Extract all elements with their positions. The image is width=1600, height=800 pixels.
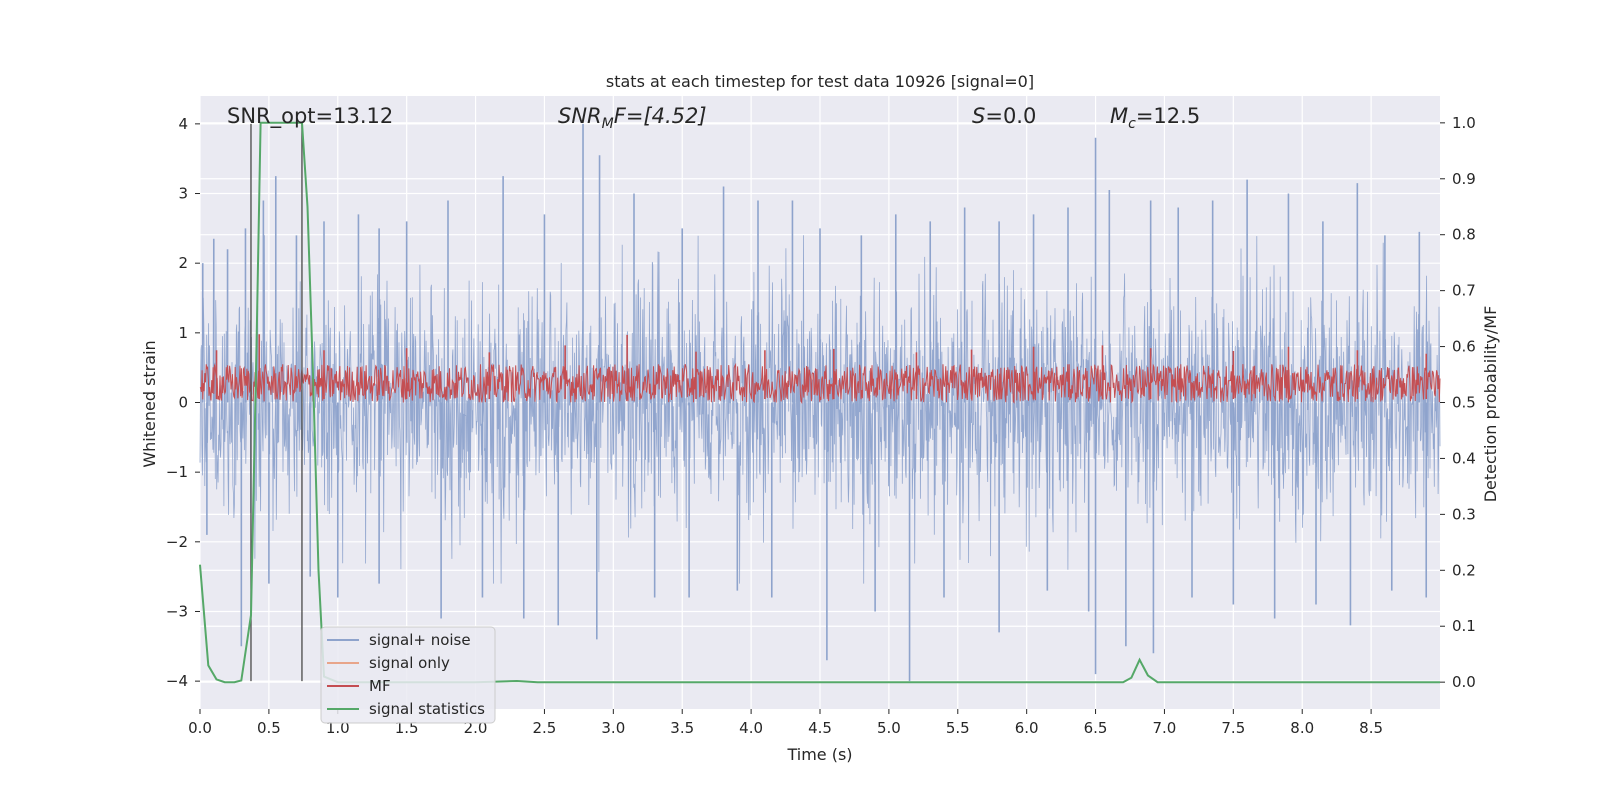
legend-label-signal-only: signal only	[369, 654, 450, 672]
x-tick-label: 4.5	[808, 719, 832, 737]
snr-mf-annotation: SNRMF=[4.52]	[558, 104, 707, 132]
y-right-tick-label: 0.4	[1452, 449, 1476, 467]
y-tick-label: −4	[166, 672, 188, 690]
chart-title: stats at each timestep for test data 109…	[606, 72, 1034, 91]
s-annotation: S=0.0	[972, 104, 1036, 128]
x-tick-label: 8.5	[1359, 719, 1383, 737]
y-right-tick-label: 0.3	[1452, 505, 1476, 523]
x-tick-label: 0.0	[188, 719, 212, 737]
y-axis-ticks: −4 −3 −2 −1 0 1 2 3 4	[166, 115, 200, 690]
x-axis-ticks: 0.0 0.5 1.0 1.5 2.0 2.5 3.0 3.5 4.0 4.5 5.0 5.5 6.0 6…	[188, 709, 1383, 737]
legend-label-mf: MF	[369, 677, 391, 695]
x-tick-label: 4.0	[739, 719, 763, 737]
mc-subscript: c	[1128, 116, 1136, 132]
y-tick-label: −1	[166, 463, 188, 481]
mc-annotation: Mc=12.5	[1110, 104, 1200, 132]
y-tick-label: −2	[166, 533, 188, 551]
y-axis-right-ticks: 0.0 0.1 0.2 0.3 0.4 0.5 0.6 0.7 0.8 0.9 1.0	[1440, 114, 1476, 691]
y-right-tick-label: 0.0	[1452, 673, 1476, 691]
y-axis-right-label: Detection probability/MF	[1481, 306, 1500, 503]
x-tick-label: 5.0	[877, 719, 901, 737]
x-tick-label: 2.5	[533, 719, 557, 737]
s-variable: S	[972, 104, 985, 128]
x-tick-label: 6.5	[1084, 719, 1108, 737]
y-right-tick-label: 0.9	[1452, 170, 1476, 188]
x-tick-label: 7.5	[1221, 719, 1245, 737]
mc-value: =12.5	[1136, 104, 1200, 128]
x-tick-label: 7.0	[1153, 719, 1177, 737]
x-tick-label: 0.5	[257, 719, 281, 737]
mf-series	[199, 334, 1441, 405]
snr-mf-rest: F=[4.52]	[614, 104, 707, 128]
y-tick-label: −3	[166, 602, 188, 620]
y-right-tick-label: 0.1	[1452, 617, 1476, 635]
y-right-tick-label: 0.8	[1452, 226, 1476, 244]
y-tick-label: 0	[178, 394, 188, 412]
legend-label-signal-statistics: signal statistics	[369, 700, 485, 718]
x-tick-label: 3.0	[601, 719, 625, 737]
mc-variable: M	[1110, 104, 1128, 128]
y-right-tick-label: 1.0	[1452, 114, 1476, 132]
x-tick-label: 6.0	[1015, 719, 1039, 737]
y-right-tick-label: 0.7	[1452, 282, 1476, 300]
y-right-tick-label: 0.5	[1452, 394, 1476, 412]
y-axis-label: Whitened strain	[140, 340, 159, 467]
y-tick-label: 4	[178, 115, 188, 133]
legend-box	[320, 626, 496, 724]
snr-mf-subscript: M	[602, 116, 614, 132]
x-tick-label: 3.5	[670, 719, 694, 737]
y-right-tick-label: 0.2	[1452, 561, 1476, 579]
y-tick-label: 2	[178, 254, 188, 272]
legend: signal+ noise signal only MF signal stat…	[320, 626, 496, 724]
snr-mf-main: SNR	[558, 104, 602, 128]
legend-label-signal-noise: signal+ noise	[369, 631, 471, 649]
x-tick-label: 5.5	[946, 719, 970, 737]
y-tick-label: 3	[178, 185, 188, 203]
s-value: =0.0	[985, 104, 1036, 128]
x-tick-label: 8.0	[1290, 719, 1314, 737]
y-tick-label: 1	[178, 324, 188, 342]
snr-opt-annotation: SNR_opt=13.12	[227, 104, 393, 129]
x-axis-label: Time (s)	[786, 745, 852, 764]
y-right-tick-label: 0.6	[1452, 338, 1476, 356]
